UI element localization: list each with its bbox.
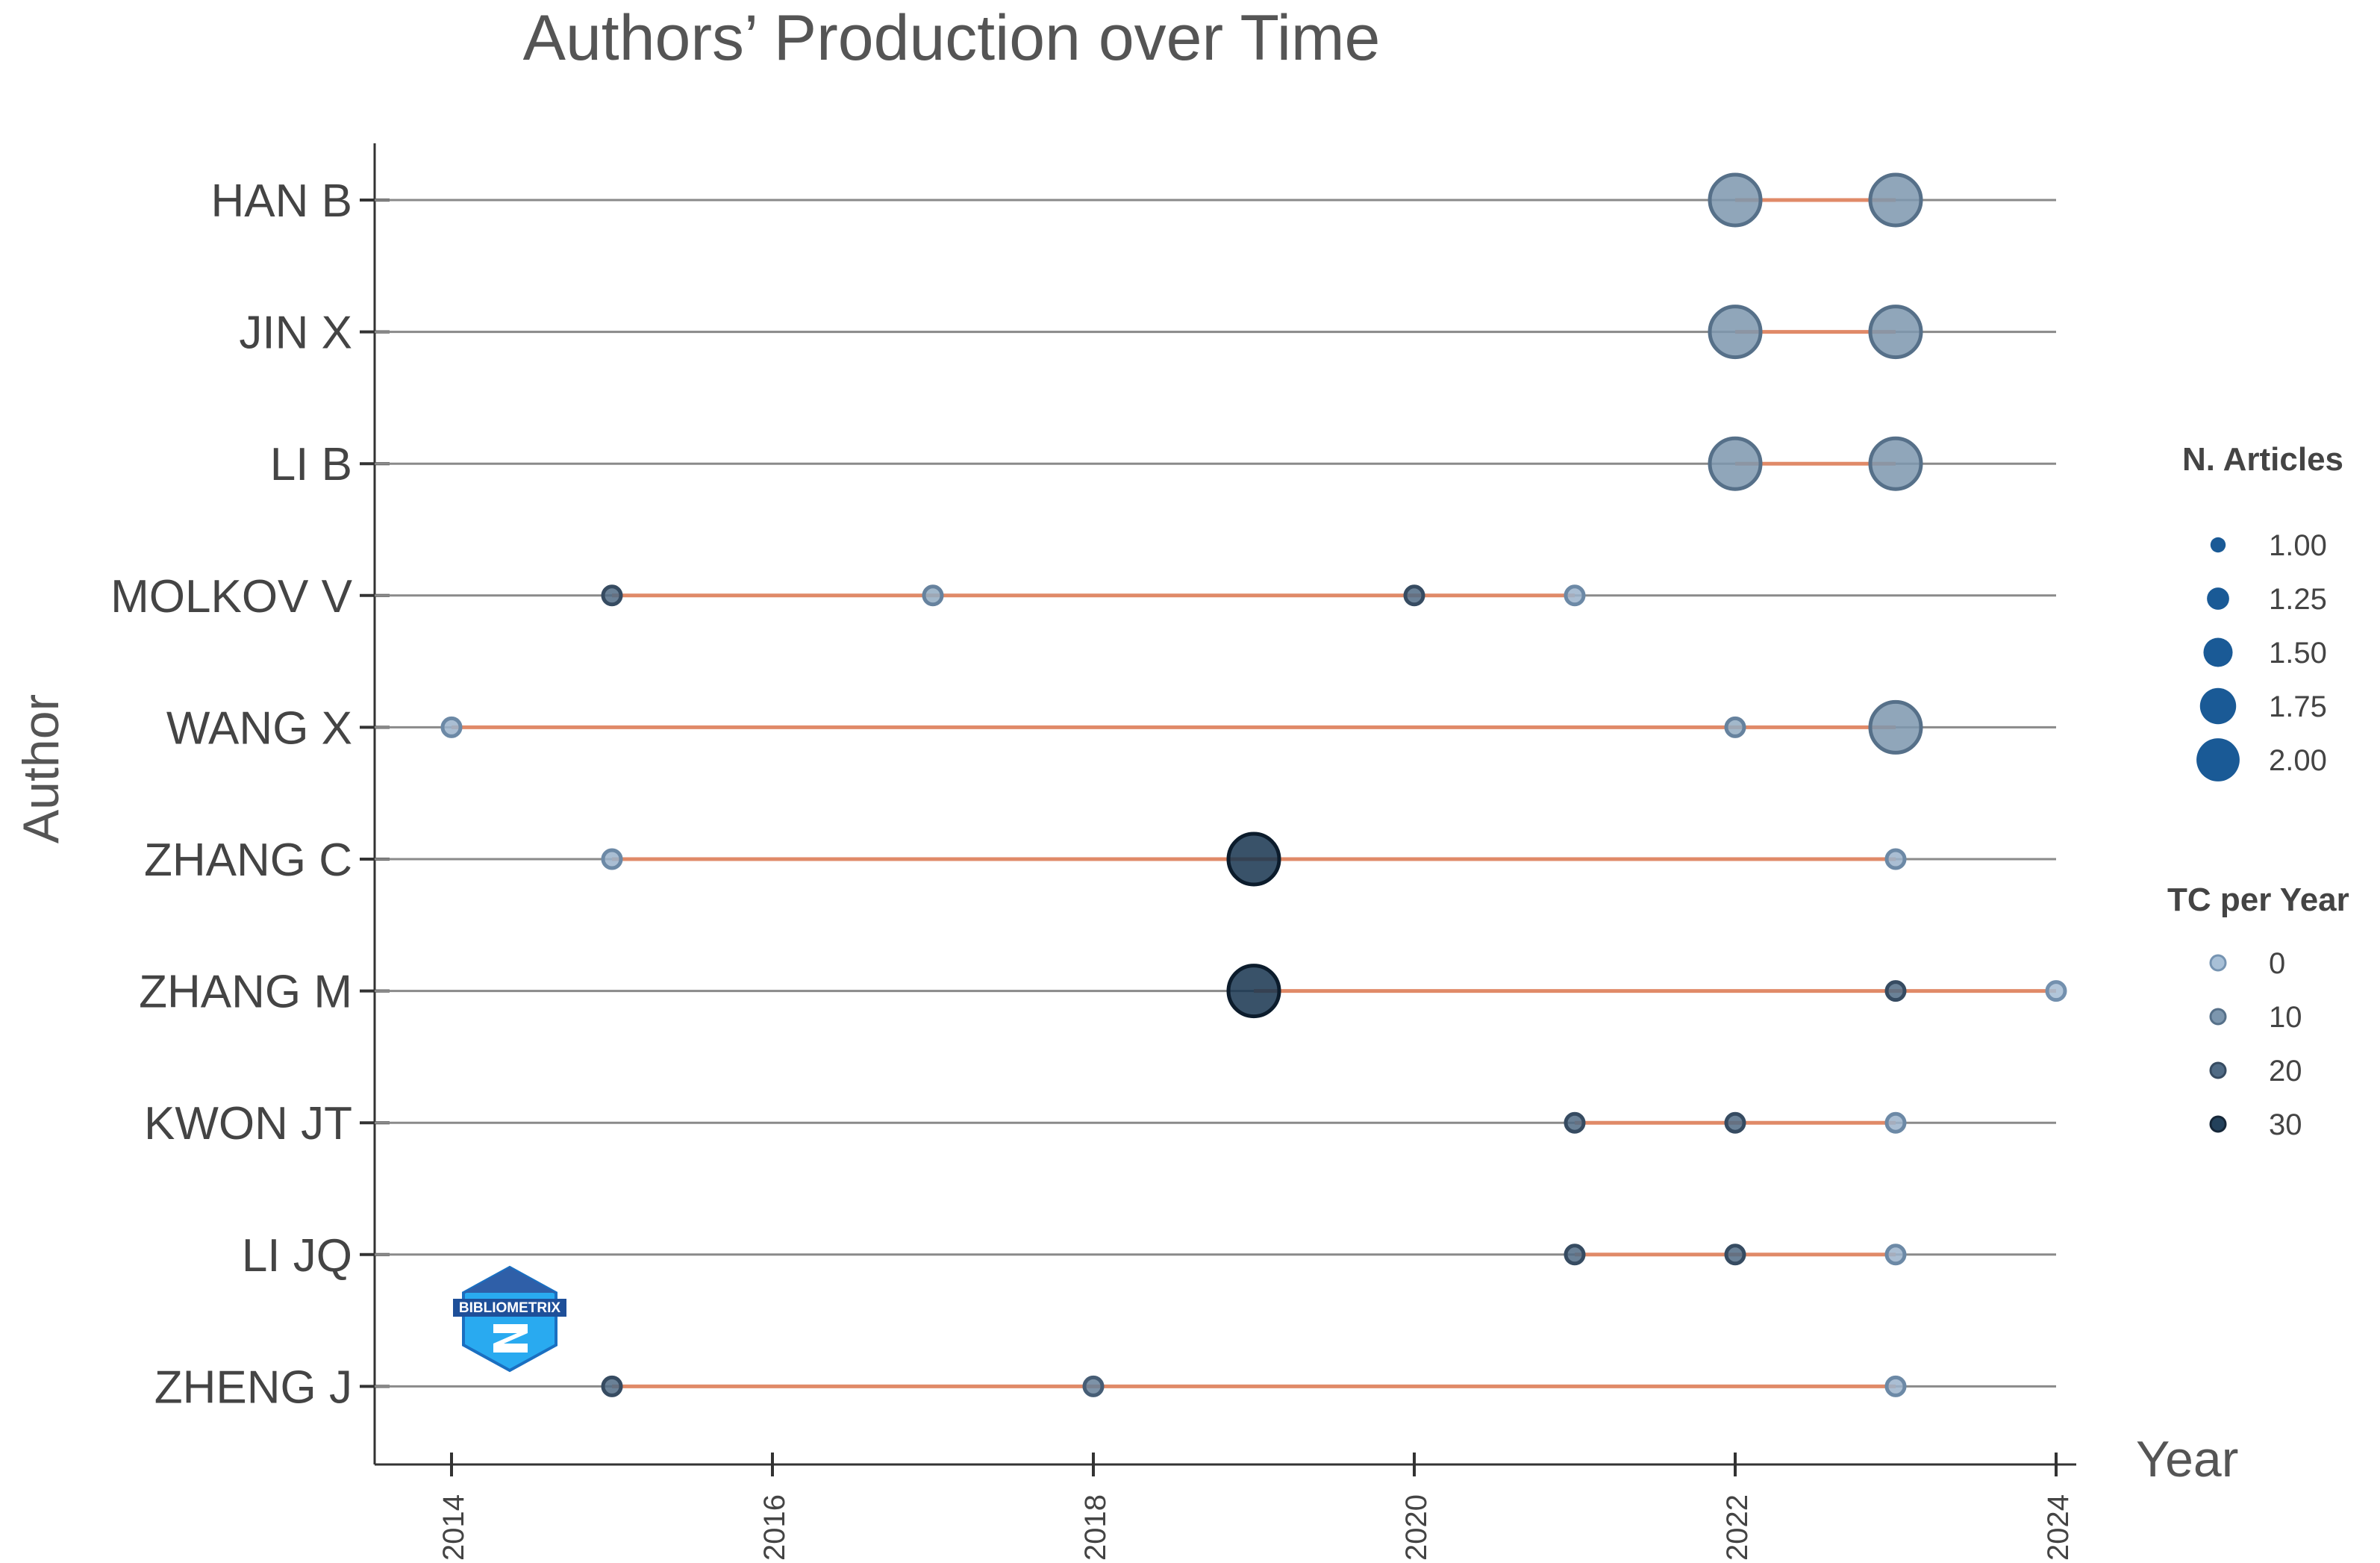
data-point	[1884, 1244, 1907, 1266]
bibliometrix-logo: BIBLIOMETRIX	[453, 1265, 566, 1373]
data-point	[1403, 584, 1425, 607]
data-point	[1564, 584, 1586, 607]
x-tick-label: 2020	[1400, 1494, 1433, 1561]
legend-size-label: 1.00	[2269, 529, 2327, 562]
author-gridlines	[375, 199, 2056, 1388]
data-point	[1564, 1244, 1586, 1266]
data-point	[1868, 305, 1923, 360]
data-point	[922, 584, 944, 607]
data-point	[601, 1375, 623, 1397]
axes	[360, 143, 2076, 1476]
data-point	[601, 848, 623, 870]
chart-title: Authors’ Production over Time	[523, 2, 1381, 74]
data-point	[1564, 1111, 1586, 1134]
data-point	[1226, 964, 1281, 1019]
x-tick-label: 2018	[1079, 1494, 1112, 1561]
author-label: LI JQ	[242, 1230, 352, 1282]
data-point	[1724, 1111, 1746, 1134]
data-point	[1884, 1375, 1907, 1397]
data-point	[2045, 980, 2067, 1002]
legend-size-marker	[2207, 587, 2229, 610]
data-point	[1724, 1244, 1746, 1266]
data-point	[1708, 305, 1763, 360]
legend-color-marker	[2209, 1061, 2227, 1079]
legend-size-label: 1.75	[2269, 690, 2327, 723]
author-label: MOLKOV V	[110, 571, 353, 623]
legend-size-title: N. Articles	[2182, 441, 2343, 478]
author-label: HAN B	[211, 175, 352, 227]
data-point	[1884, 848, 1907, 870]
data-point	[1082, 1375, 1105, 1397]
x-tick-label: 2014	[437, 1494, 470, 1561]
author-label: LI B	[270, 439, 352, 490]
data-point	[1708, 436, 1763, 491]
x-tick-label: 2016	[758, 1494, 791, 1561]
legend-size-label: 1.25	[2269, 583, 2327, 616]
legend-color-title: TC per Year	[2167, 882, 2349, 918]
data-point	[1868, 699, 1923, 755]
logo-text: BIBLIOMETRIX	[459, 1300, 560, 1316]
logo-roof-icon	[463, 1267, 556, 1293]
logo-banner	[453, 1299, 566, 1317]
legend-color: TC per Year 0 10 20 30	[2167, 882, 2349, 1141]
data-point	[1868, 172, 1923, 228]
data-point	[1868, 436, 1923, 491]
legend-color-marker	[2209, 1115, 2227, 1133]
data-points	[440, 172, 2067, 1397]
x-tick-label: 2022	[1721, 1494, 1754, 1561]
author-label: WANG X	[166, 702, 352, 754]
data-point	[1226, 832, 1281, 887]
legend-size-marker	[2203, 637, 2233, 667]
logo-glyph-icon	[493, 1324, 528, 1353]
data-point	[1884, 1111, 1907, 1134]
x-tick-label: 2024	[2042, 1494, 2075, 1561]
x-tick-labels: 2014 2016 2018 2020 2022 2024	[437, 1494, 2075, 1561]
legend-size-marker	[2199, 687, 2237, 725]
legend-size-marker	[2210, 537, 2226, 553]
legend-color-label: 0	[2269, 947, 2285, 980]
legend-size-label: 2.00	[2269, 744, 2327, 777]
legend-size: N. Articles 1.00 1.25 1.50 1.75 2.00	[2182, 441, 2343, 782]
author-label: ZHANG C	[144, 834, 352, 886]
author-label: KWON JT	[144, 1098, 352, 1149]
author-label: ZHANG M	[139, 967, 352, 1018]
data-point	[1708, 172, 1763, 228]
legend-size-label: 1.50	[2269, 637, 2327, 670]
legend-color-label: 30	[2269, 1108, 2302, 1141]
legend-color-marker	[2209, 1008, 2227, 1026]
author-timelines	[452, 198, 2056, 1388]
author-labels: HAN B JIN X LI B MOLKOV V WANG X ZHANG C ZHANG…	[110, 175, 353, 1413]
x-axis-label: Year	[2136, 1431, 2238, 1488]
legend-color-marker	[2209, 954, 2227, 972]
y-axis-label: Author	[13, 694, 69, 843]
legend-color-label: 20	[2269, 1055, 2302, 1088]
author-label: ZHENG J	[154, 1361, 352, 1413]
legend-size-marker	[2196, 738, 2240, 782]
data-point	[1884, 980, 1907, 1002]
legend-color-label: 10	[2269, 1001, 2302, 1034]
author-label: JIN X	[239, 308, 352, 359]
data-point	[1724, 716, 1746, 738]
data-point	[601, 584, 623, 607]
data-point	[440, 716, 463, 738]
